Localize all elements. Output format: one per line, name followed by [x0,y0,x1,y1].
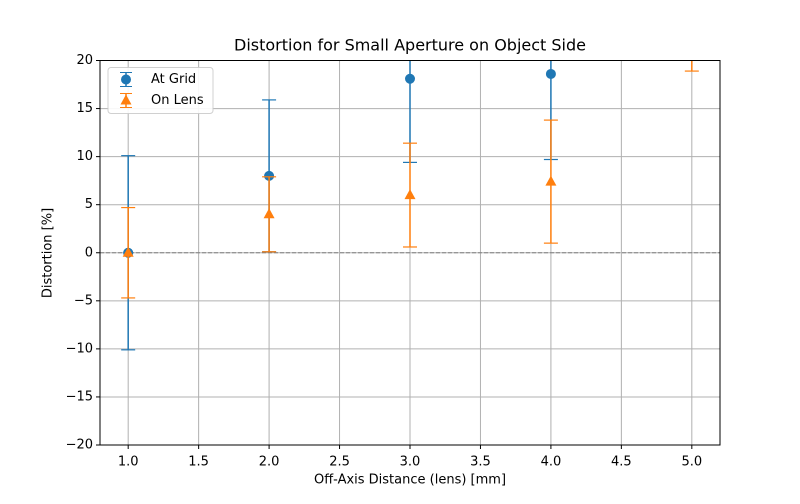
y-tick-label: −15 [66,389,93,404]
legend-label: At Grid [151,72,196,87]
y-tick-label: −20 [66,438,93,453]
x-tick-label: 3.5 [470,455,491,470]
marker [545,68,556,79]
x-tick-label: 5.0 [681,455,702,470]
x-tick-label: 2.5 [329,455,350,470]
legend-box [107,67,214,114]
y-tick-label: −10 [66,341,93,356]
y-tick-label: 10 [76,149,93,164]
marker [404,189,416,200]
marker [122,246,134,257]
x-tick-label: 4.0 [541,455,562,470]
x-tick-label: 1.5 [188,455,209,470]
error-bar [684,60,699,72]
marker [264,170,275,181]
plot-area [100,60,720,351]
marker [263,208,275,219]
marker [120,94,132,105]
x-tick-label: 1.0 [118,455,139,470]
x-tick-label: 4.5 [611,455,632,470]
y-tick-label: 15 [76,101,93,116]
marker [121,74,131,85]
y-tick-label: −5 [74,293,93,308]
y-axis-label: Distortion [%] [41,208,56,298]
x-tick-label: 3.0 [400,455,421,470]
legend: At Grid On Lens [107,67,214,114]
y-tick-label: 5 [85,197,93,212]
legend-label: On Lens [151,93,204,108]
y-tick-label: 20 [76,53,93,68]
marker [545,175,557,186]
y-tick-label: 0 [85,245,93,260]
marker [405,73,415,84]
x-axis-label: Off-Axis Distance (lens) [mm] [314,473,506,488]
chart-title: Distortion for Small Aperture on Object … [234,36,586,55]
x-tick-label: 2.0 [259,455,280,470]
